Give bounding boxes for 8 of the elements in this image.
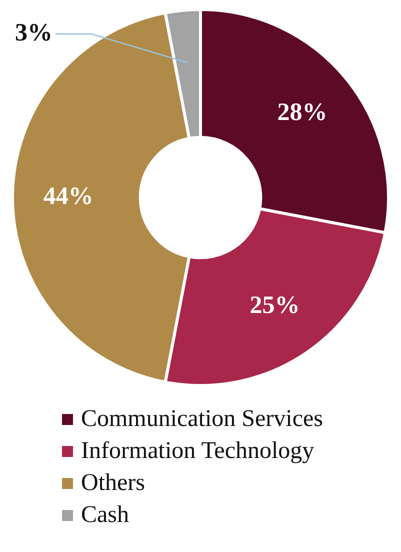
- data-label: 25%: [250, 292, 300, 320]
- legend-label: Others: [81, 469, 145, 498]
- data-label: 3%: [14, 19, 52, 46]
- data-label: 28%: [277, 98, 328, 126]
- legend-label: Information Technology: [81, 437, 314, 466]
- data-label: 44%: [43, 182, 94, 210]
- legend-label: Communication Services: [81, 405, 323, 434]
- legend-label: Cash: [81, 501, 129, 530]
